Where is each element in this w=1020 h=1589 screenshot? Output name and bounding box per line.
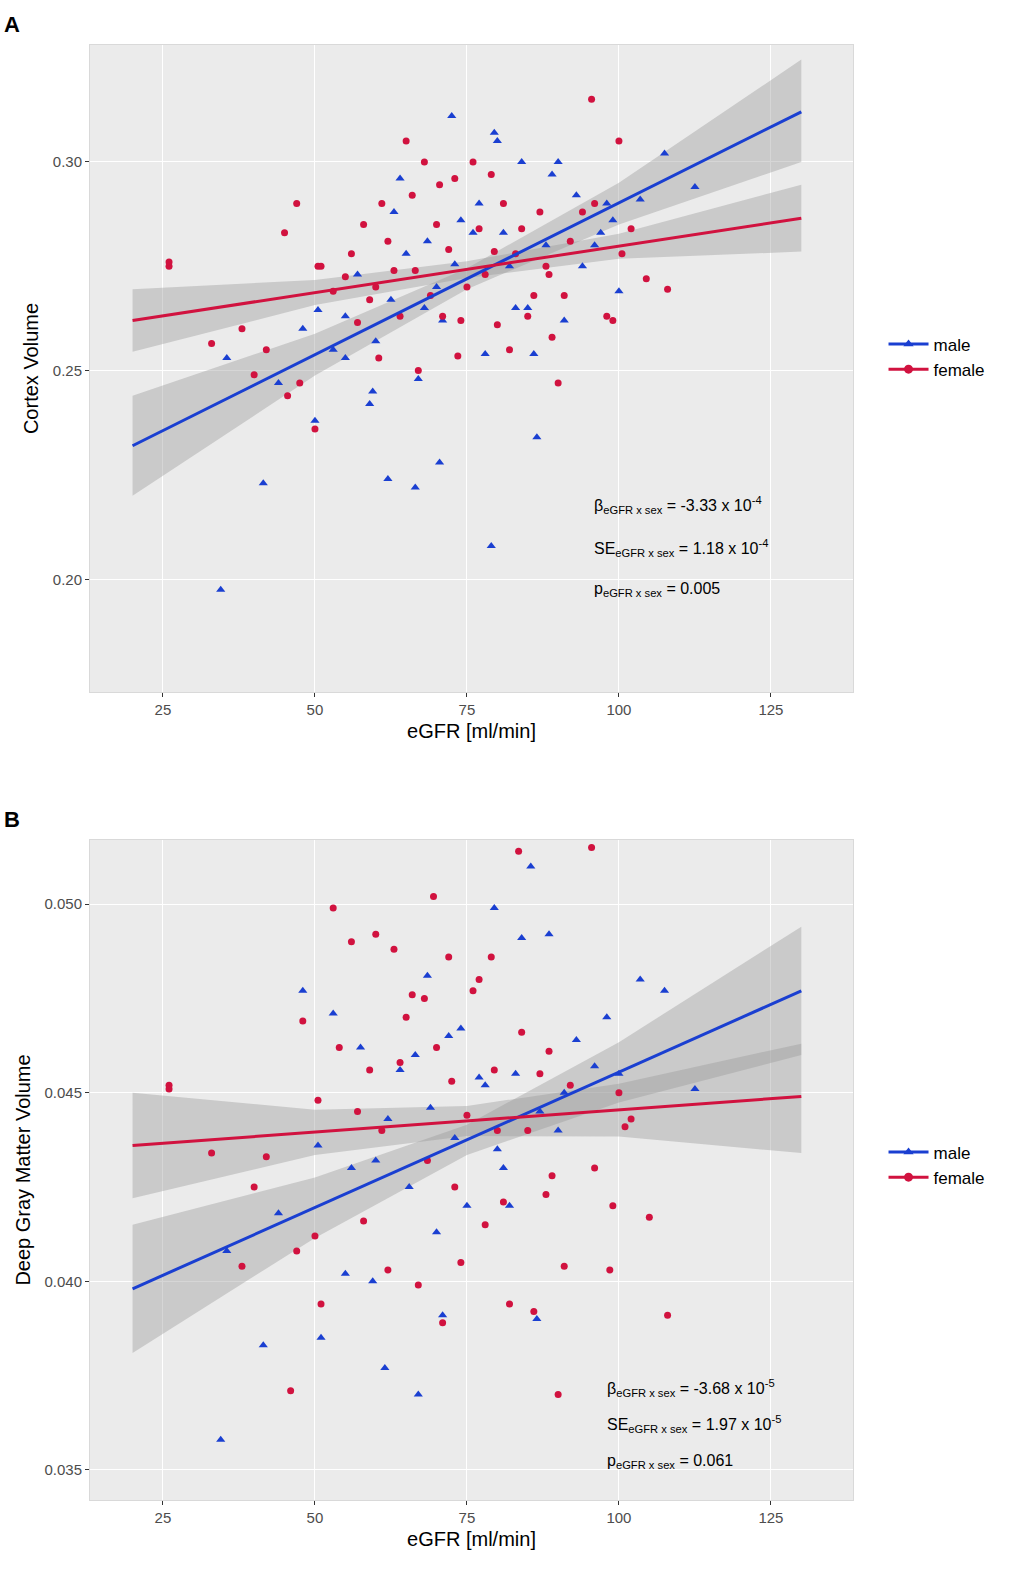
svg-text:SE​eGFR x sex​ = 1.97 x 10​-5​: SE​eGFR x sex​ = 1.97 x 10​-5​ bbox=[607, 1413, 781, 1435]
svg-text:0.20: 0.20 bbox=[53, 571, 82, 588]
svg-text:75: 75 bbox=[459, 1509, 476, 1526]
svg-text:125: 125 bbox=[758, 701, 783, 718]
svg-text:eGFR [ml/min]: eGFR [ml/min] bbox=[407, 1528, 536, 1550]
svg-text:B: B bbox=[4, 807, 20, 832]
svg-text:female: female bbox=[934, 361, 985, 380]
svg-text:p​eGFR x sex​ = 0.061: p​eGFR x sex​ = 0.061 bbox=[607, 1452, 733, 1471]
svg-text:Deep Gray Matter Volume: Deep Gray Matter Volume bbox=[12, 1054, 34, 1285]
svg-text:A: A bbox=[4, 12, 20, 37]
svg-text:male: male bbox=[934, 336, 971, 355]
svg-text:50: 50 bbox=[307, 701, 324, 718]
svg-text:0.035: 0.035 bbox=[44, 1461, 82, 1478]
svg-text:25: 25 bbox=[155, 1509, 172, 1526]
svg-text:0.30: 0.30 bbox=[53, 153, 82, 170]
svg-text:Cortex Volume: Cortex Volume bbox=[20, 303, 42, 434]
svg-text:100: 100 bbox=[606, 1509, 631, 1526]
svg-text:0.25: 0.25 bbox=[53, 362, 82, 379]
svg-text:male: male bbox=[934, 1144, 971, 1163]
svg-text:125: 125 bbox=[758, 1509, 783, 1526]
svg-text:0.045: 0.045 bbox=[44, 1084, 82, 1101]
svg-text:75: 75 bbox=[459, 701, 476, 718]
svg-text:0.040: 0.040 bbox=[44, 1273, 82, 1290]
svg-text:p​eGFR x sex​ = 0.005: p​eGFR x sex​ = 0.005 bbox=[594, 580, 720, 599]
svg-text:eGFR [ml/min]: eGFR [ml/min] bbox=[407, 720, 536, 742]
svg-text:50: 50 bbox=[307, 1509, 324, 1526]
svg-text:0.050: 0.050 bbox=[44, 895, 82, 912]
svg-text:β​eGFR x sex​ = -3.33 x 10​-4​: β​eGFR x sex​ = -3.33 x 10​-4​ bbox=[594, 494, 762, 516]
svg-text:25: 25 bbox=[155, 701, 172, 718]
svg-text:SE​eGFR x sex​ = 1.18 x 10​-4​: SE​eGFR x sex​ = 1.18 x 10​-4​ bbox=[594, 537, 768, 559]
svg-text:female: female bbox=[934, 1169, 985, 1188]
svg-text:β​eGFR x sex​ = -3.68 x 10​-5​: β​eGFR x sex​ = -3.68 x 10​-5​ bbox=[607, 1377, 775, 1399]
svg-text:100: 100 bbox=[606, 701, 631, 718]
